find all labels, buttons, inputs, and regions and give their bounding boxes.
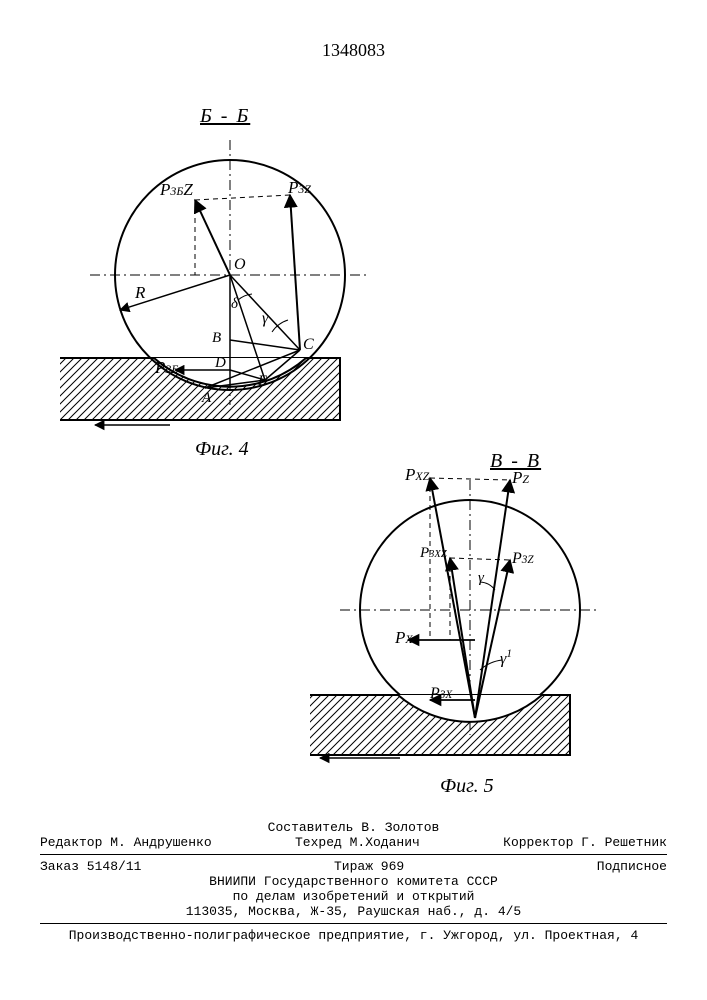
fig4-E: E bbox=[258, 373, 267, 390]
fig4-caption: Фиг. 4 bbox=[195, 438, 249, 461]
footer-address: 113035, Москва, Ж-35, Раушская наб., д. … bbox=[40, 904, 667, 919]
footer-subscribed: Подписное bbox=[597, 859, 667, 874]
fig4-P3BZ: P3БZ bbox=[160, 180, 193, 200]
footer-editor: Редактор М. Андрушенко bbox=[40, 835, 212, 850]
fig4-C: C bbox=[303, 336, 314, 354]
footer-printer: Производственно-полиграфическое предприя… bbox=[40, 928, 667, 943]
footer-corrector: Корректор Г. Решетник bbox=[503, 835, 667, 850]
fig4-P3B: P3Б bbox=[155, 358, 178, 378]
fig5-PX: PX bbox=[395, 628, 413, 648]
fig5-gamma1: γ1 bbox=[500, 648, 512, 668]
fig4-D: D bbox=[215, 355, 226, 372]
fig5-P3XZ: P3XZ bbox=[420, 545, 447, 562]
footer-compiler: Составитель В. Золотов bbox=[40, 820, 667, 835]
footer: Составитель В. Золотов Редактор М. Андру… bbox=[40, 820, 667, 943]
fig5-PZ: PZ bbox=[512, 468, 529, 488]
fig4-B: B bbox=[212, 330, 221, 347]
fig4-O: O bbox=[234, 256, 246, 274]
fig5-PXZ: PXZ bbox=[405, 465, 429, 485]
fig5-caption: Фиг. 5 bbox=[440, 775, 494, 798]
footer-techred: Техред М.Ходанич bbox=[295, 835, 420, 850]
footer-order-row: Заказ 5148/11 Тираж 969 Подписное bbox=[40, 859, 667, 874]
footer-org2: по делам изобретений и открытий bbox=[40, 889, 667, 904]
fig4-R: R bbox=[135, 283, 145, 303]
footer-order: Заказ 5148/11 bbox=[40, 859, 141, 874]
fig4-delta: δ bbox=[231, 296, 238, 313]
footer-org: ВНИИПИ Государственного комитета СССР bbox=[40, 874, 667, 889]
fig5-gamma: γ bbox=[478, 570, 484, 587]
fig4-group bbox=[60, 140, 370, 425]
fig5-P3Z: P3Z bbox=[512, 550, 534, 568]
footer-credits-row: Редактор М. Андрушенко Техред М.Ходанич … bbox=[40, 835, 667, 850]
fig4-section: Б - Б bbox=[200, 105, 250, 128]
fig4-gamma: γ bbox=[262, 310, 268, 328]
fig4-A: A bbox=[202, 390, 211, 407]
fig4-P3Z: P3Z bbox=[288, 178, 311, 198]
fig5-group bbox=[310, 478, 600, 758]
footer-tirage: Тираж 969 bbox=[334, 859, 404, 874]
fig5-P3X: P3X bbox=[430, 685, 452, 703]
page: 1348083 bbox=[0, 0, 707, 1000]
